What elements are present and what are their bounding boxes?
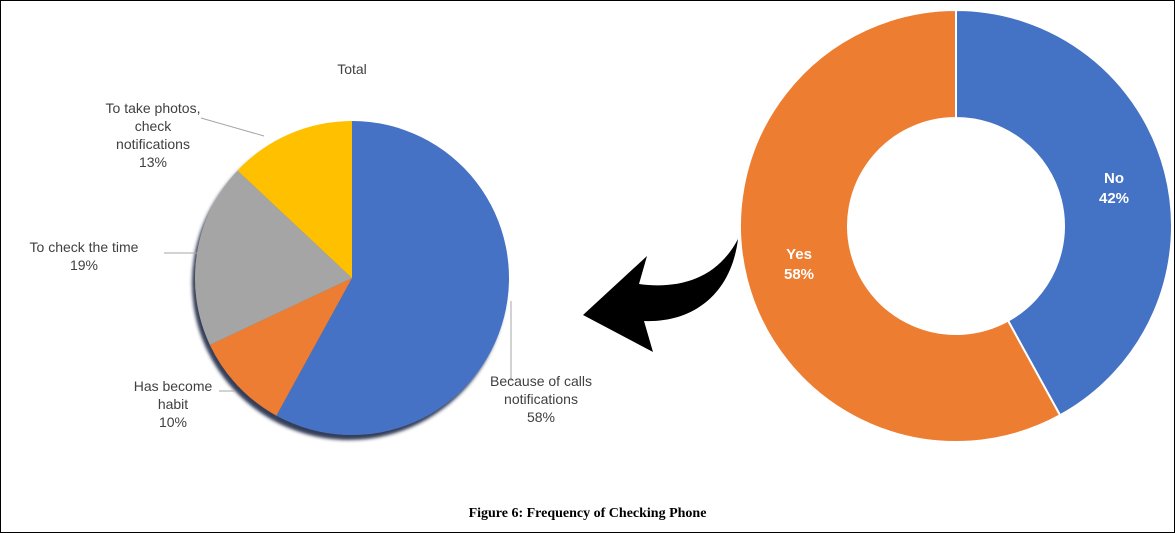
pie-data-labels: Because of calls notifications 58% Has beco… — [30, 100, 592, 430]
pie-label-to-check-the-time-line-0: To check the time — [30, 239, 139, 255]
donut-chart — [739, 8, 1174, 443]
donut-label-yes-line-0: Yes — [786, 246, 812, 263]
figure-caption: Figure 6: Frequency of Checking Phone — [468, 506, 707, 521]
pie-label-has-become-habit-line-2: 10% — [159, 414, 187, 430]
arrow-icon — [583, 239, 738, 352]
pie-chart-title: Total — [337, 61, 367, 77]
pie-label-has-become-habit-line-1: habit — [158, 396, 188, 412]
pie-label-because-of-calls-notifications-line-2: 58% — [527, 409, 555, 425]
pie-label-to-take-photos-check-notifications-line-2: notifications — [116, 136, 190, 152]
pie-label-because-of-calls-notifications-line-0: Because of calls — [490, 373, 592, 389]
donut-label-no-line-1: 42% — [1099, 190, 1129, 207]
pie-chart — [195, 121, 509, 435]
donut-slice-no — [955, 8, 1174, 417]
pie-slice-to-take-photos-check-notifications — [237, 121, 352, 278]
pie-label-to-take-photos-check-notifications-line-0: To take photos, — [106, 100, 201, 116]
pie-label-to-take-photos-check-notifications-line-3: 13% — [139, 154, 167, 170]
leader-line-to-take-photos-check-notifications — [200, 117, 265, 137]
pie-slice-has-become-habit — [209, 278, 352, 416]
pie-label-because-of-calls-notifications-line-1: notifications — [504, 391, 578, 407]
donut-data-labels: No 42% Yes 58% — [784, 170, 1129, 283]
pie-leader-lines — [164, 117, 512, 392]
donut-label-no-line-0: No — [1104, 170, 1124, 187]
pie-slice-to-check-the-time — [195, 170, 352, 345]
pie-label-to-check-the-time-line-1: 19% — [70, 257, 98, 273]
donut-slice-yes — [739, 8, 1062, 443]
pie-slice-because-of-calls-notifications — [276, 121, 509, 435]
donut-label-yes-line-1: 58% — [784, 266, 814, 283]
pie-label-has-become-habit-line-0: Has become — [134, 378, 213, 394]
pie-label-to-take-photos-check-notifications-line-1: check — [135, 118, 173, 134]
